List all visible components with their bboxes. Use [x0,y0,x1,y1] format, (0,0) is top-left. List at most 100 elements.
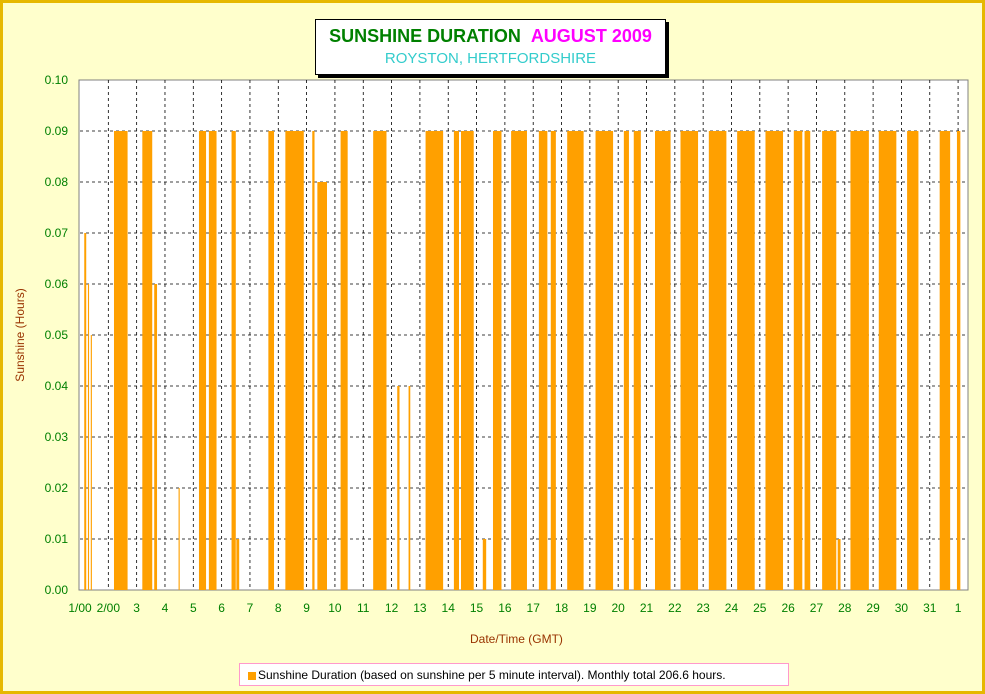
sunshine-bar [550,131,556,590]
sunshine-bars [84,131,961,590]
sunshine-bar [317,182,327,590]
y-axis-label: Sunshine (Hours) [13,288,27,381]
sunshine-bar [268,131,275,590]
y-tick-label: 0.03 [45,430,69,444]
x-tick-label: 2/00 [97,601,121,615]
x-tick-label: 22 [668,601,682,615]
x-tick-label: 25 [753,601,767,615]
chart-subtitle: ROYSTON, HERTFORDSHIRE [384,50,597,67]
x-tick-label: 15 [470,601,484,615]
gridlines [80,80,968,590]
sunshine-bar [84,233,87,590]
x-tick-label: 17 [527,601,541,615]
sunshine-bar [939,131,951,590]
x-tick-label: 29 [866,601,880,615]
sunshine-bar [231,131,236,590]
y-tick-label: 0.08 [45,175,69,189]
sunshine-bar [633,131,641,590]
sunshine-bar [511,131,527,590]
sunshine-bar [208,131,217,590]
chart-title: SUNSHINE DURATION [329,26,521,46]
sunshine-bar [198,131,207,590]
sunshine-bar [453,131,459,590]
legend-swatch [248,672,256,680]
x-tick-label: 10 [328,601,342,615]
sunshine-bar [956,131,961,590]
sunshine-bar [878,131,897,590]
chart-title-month: AUGUST 2009 [530,26,652,46]
sunshine-bar [90,335,92,590]
x-tick-label: 14 [442,601,456,615]
y-tick-label: 0.09 [45,124,69,138]
x-tick-label: 6 [218,601,225,615]
x-tick-label: 13 [413,601,427,615]
sunshine-bar [850,131,869,590]
sunshine-bar [285,131,304,590]
chart-title-box: SUNSHINE DURATION AUGUST 2009 ROYSTON, HE… [315,19,666,75]
x-tick-label: 5 [190,601,197,615]
x-tick-label: 3 [133,601,140,615]
sunshine-bar [397,386,400,590]
x-tick-label: 28 [838,601,852,615]
sunshine-bar [482,539,487,590]
sunshine-bar [907,131,919,590]
sunshine-bar [113,131,128,590]
legend: Sunshine Duration (based on sunshine per… [239,663,789,686]
x-tick-label: 21 [640,601,654,615]
x-tick-label: 18 [555,601,569,615]
sunshine-bar [538,131,548,590]
sunshine-bar [595,131,614,590]
sunshine-bar [793,131,803,590]
x-tick-label: 20 [612,601,626,615]
y-tick-label: 0.05 [45,328,69,342]
y-axis-ticks: 0.00 0.01 0.02 0.03 0.04 0.05 0.06 0.07 0.08 0.09… [45,73,69,597]
sunshine-bar [425,131,444,590]
sunshine-bar [655,131,671,590]
sunshine-bar [680,131,699,590]
x-tick-label: 27 [810,601,824,615]
sunshine-bar [623,131,629,590]
sunshine-bar [178,488,180,590]
x-tick-label: 31 [923,601,937,615]
sunshine-bar [765,131,784,590]
x-tick-label: 16 [498,601,512,615]
x-tick-label: 1 [955,601,962,615]
x-tick-label: 11 [357,601,370,615]
y-tick-label: 0.10 [45,73,69,87]
x-tick-label: 4 [162,601,169,615]
x-tick-label: 24 [725,601,739,615]
sunshine-bar [804,131,811,590]
sunshine-bar [837,539,841,590]
y-tick-label: 0.01 [45,532,69,546]
sunshine-bar [154,284,158,590]
sunshine-bar [822,131,837,590]
sunshine-bar [460,131,474,590]
sunshine-bar [312,131,315,590]
x-tick-label: 12 [385,601,399,615]
x-tick-label: 26 [781,601,795,615]
x-tick-label: 23 [696,601,710,615]
x-tick-label: 9 [303,601,310,615]
sunshine-bar [373,131,387,590]
y-tick-label: 0.02 [45,481,69,495]
x-axis-ticks: 1/00 2/00 3 4 5 6 7 8 9 10 11 12 13 14 15 16 17 18 19 20 21 2… [68,601,961,615]
x-tick-label: 8 [275,601,282,615]
y-tick-label: 0.00 [45,583,69,597]
x-tick-label: 7 [247,601,254,615]
sunshine-bar [492,131,502,590]
sunshine-bar [340,131,348,590]
sunshine-bar [567,131,584,590]
y-tick-label: 0.07 [45,226,69,240]
x-tick-label: 1/00 [68,601,92,615]
sunshine-bar [87,284,90,590]
sunshine-bar [708,131,727,590]
x-tick-label: 19 [583,601,597,615]
sunshine-bar [236,539,240,590]
x-axis-label: Date/Time (GMT) [470,632,563,646]
y-tick-label: 0.06 [45,277,69,291]
sunshine-bar [408,386,411,590]
legend-label: Sunshine Duration (based on sunshine per… [258,668,726,682]
x-tick-label: 30 [895,601,909,615]
